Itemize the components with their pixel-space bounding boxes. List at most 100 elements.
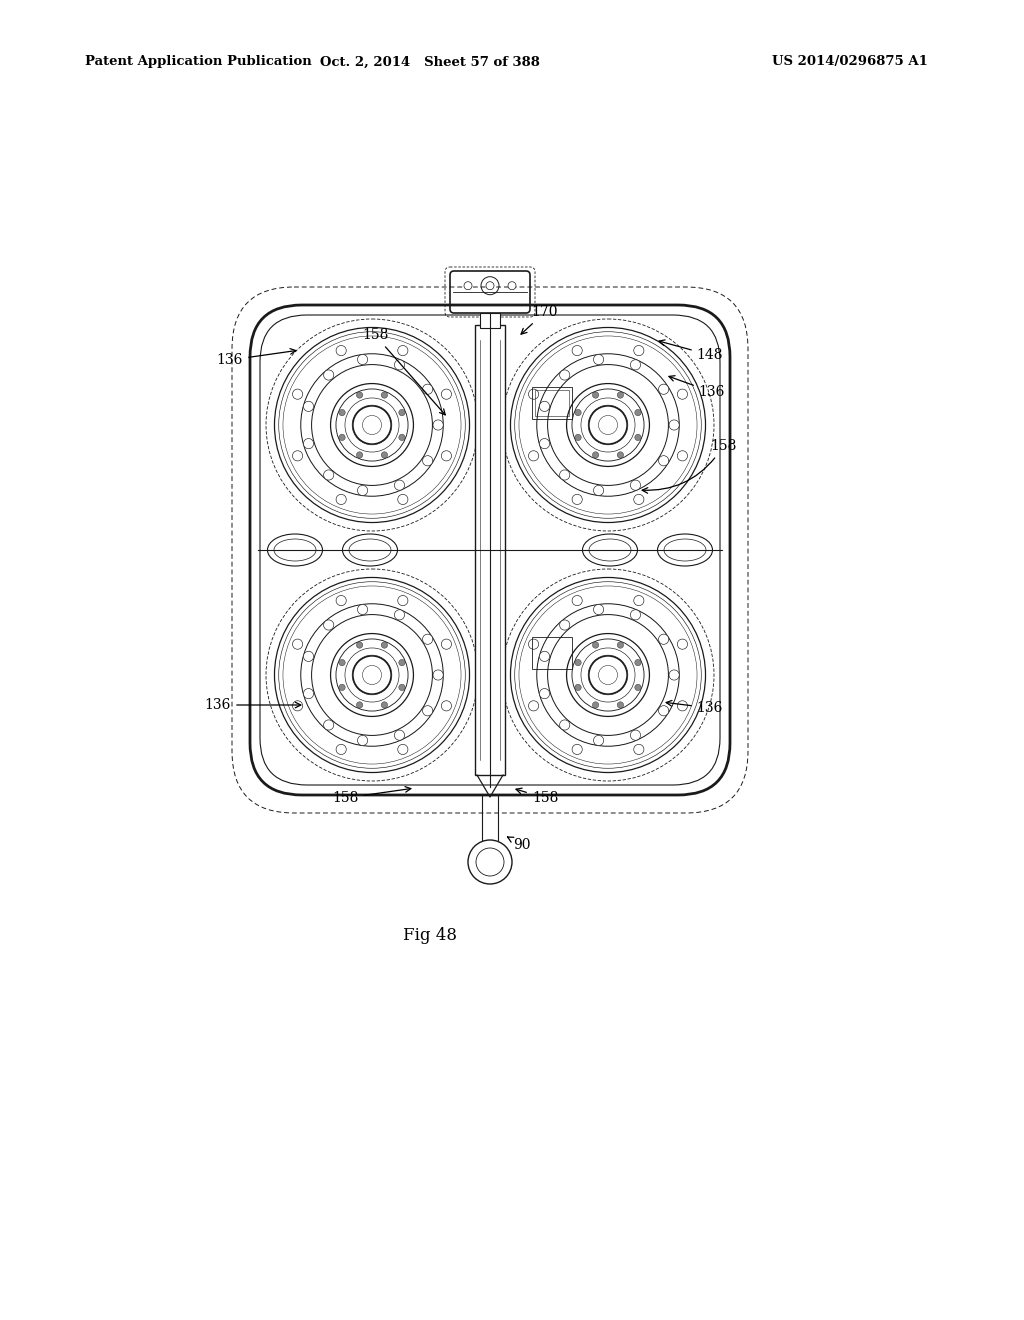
Circle shape: [397, 346, 408, 355]
Circle shape: [631, 610, 641, 620]
Circle shape: [631, 360, 641, 370]
Circle shape: [423, 706, 433, 715]
Circle shape: [441, 450, 452, 461]
Bar: [480, 313, 500, 327]
Text: US 2014/0296875 A1: US 2014/0296875 A1: [772, 55, 928, 69]
Circle shape: [658, 384, 669, 395]
Circle shape: [528, 701, 539, 711]
Circle shape: [528, 450, 539, 461]
Circle shape: [398, 684, 406, 690]
Circle shape: [423, 634, 433, 644]
Circle shape: [572, 494, 583, 504]
Circle shape: [336, 744, 346, 755]
Circle shape: [464, 281, 472, 289]
Circle shape: [324, 370, 334, 380]
Bar: [535, 389, 569, 416]
Circle shape: [593, 642, 599, 648]
Circle shape: [594, 486, 604, 495]
Circle shape: [677, 701, 687, 711]
Circle shape: [293, 450, 303, 461]
Circle shape: [394, 480, 404, 490]
Circle shape: [559, 470, 569, 480]
Bar: [532, 387, 572, 418]
Circle shape: [677, 450, 687, 461]
Circle shape: [589, 407, 627, 444]
Circle shape: [357, 605, 368, 615]
Circle shape: [356, 451, 362, 458]
Circle shape: [381, 392, 388, 399]
Circle shape: [324, 470, 334, 480]
Circle shape: [303, 651, 313, 661]
Circle shape: [293, 701, 303, 711]
Circle shape: [397, 595, 408, 606]
Circle shape: [508, 281, 516, 289]
Circle shape: [486, 281, 494, 289]
Circle shape: [572, 595, 583, 606]
Circle shape: [635, 660, 641, 665]
Text: 148: 148: [659, 339, 723, 362]
Circle shape: [631, 730, 641, 741]
Text: Fig 48: Fig 48: [403, 927, 457, 944]
Circle shape: [635, 434, 641, 441]
Circle shape: [394, 610, 404, 620]
Circle shape: [572, 744, 583, 755]
Circle shape: [669, 671, 679, 680]
Circle shape: [356, 702, 362, 708]
Circle shape: [559, 370, 569, 380]
Circle shape: [658, 455, 669, 466]
Circle shape: [357, 355, 368, 364]
Text: Oct. 2, 2014   Sheet 57 of 388: Oct. 2, 2014 Sheet 57 of 388: [321, 55, 540, 69]
Circle shape: [433, 420, 443, 430]
Circle shape: [617, 392, 624, 399]
Circle shape: [677, 639, 687, 649]
Circle shape: [303, 689, 313, 698]
Circle shape: [677, 389, 687, 399]
Circle shape: [634, 595, 644, 606]
Circle shape: [617, 451, 624, 458]
Circle shape: [669, 420, 679, 430]
Circle shape: [381, 702, 388, 708]
Circle shape: [594, 735, 604, 746]
Circle shape: [540, 689, 550, 698]
Text: 158: 158: [516, 788, 558, 805]
Circle shape: [593, 702, 599, 708]
Circle shape: [381, 451, 388, 458]
Circle shape: [339, 434, 345, 441]
Circle shape: [324, 620, 334, 630]
Circle shape: [336, 494, 346, 504]
Circle shape: [324, 719, 334, 730]
Circle shape: [635, 684, 641, 690]
Circle shape: [441, 389, 452, 399]
Text: 158: 158: [642, 440, 736, 494]
Circle shape: [397, 494, 408, 504]
Circle shape: [540, 438, 550, 449]
Circle shape: [635, 409, 641, 416]
Circle shape: [423, 384, 433, 395]
Circle shape: [658, 634, 669, 644]
Circle shape: [356, 642, 362, 648]
Circle shape: [433, 671, 443, 680]
Circle shape: [634, 744, 644, 755]
Circle shape: [594, 355, 604, 364]
Circle shape: [356, 392, 362, 399]
Circle shape: [528, 639, 539, 649]
Circle shape: [441, 639, 452, 649]
Circle shape: [339, 660, 345, 665]
Text: 136: 136: [217, 348, 296, 367]
Circle shape: [339, 684, 345, 690]
Circle shape: [540, 401, 550, 412]
Bar: [532, 638, 572, 669]
Bar: [475, 325, 505, 775]
Circle shape: [589, 656, 627, 694]
Circle shape: [617, 702, 624, 708]
Circle shape: [572, 346, 583, 355]
Text: 158: 158: [332, 787, 411, 805]
Circle shape: [303, 401, 313, 412]
Circle shape: [658, 706, 669, 715]
Circle shape: [357, 486, 368, 495]
Circle shape: [336, 346, 346, 355]
Text: 170: 170: [521, 305, 558, 334]
Circle shape: [593, 392, 599, 399]
Circle shape: [357, 735, 368, 746]
Circle shape: [394, 730, 404, 741]
